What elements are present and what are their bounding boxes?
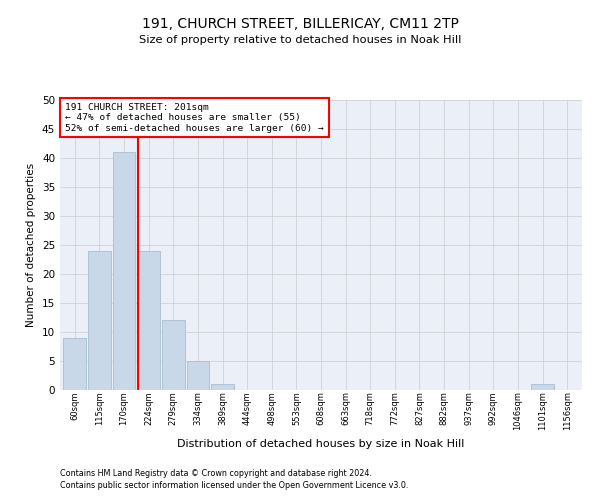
Bar: [162, 320, 185, 390]
Text: Contains public sector information licensed under the Open Government Licence v3: Contains public sector information licen…: [60, 481, 409, 490]
Bar: [88, 251, 111, 390]
Bar: [531, 384, 554, 390]
Bar: [113, 152, 136, 390]
Bar: [187, 361, 209, 390]
Bar: [211, 384, 234, 390]
Text: Size of property relative to detached houses in Noak Hill: Size of property relative to detached ho…: [139, 35, 461, 45]
Bar: [137, 251, 160, 390]
X-axis label: Distribution of detached houses by size in Noak Hill: Distribution of detached houses by size …: [178, 438, 464, 448]
Y-axis label: Number of detached properties: Number of detached properties: [26, 163, 37, 327]
Text: 191, CHURCH STREET, BILLERICAY, CM11 2TP: 191, CHURCH STREET, BILLERICAY, CM11 2TP: [142, 18, 458, 32]
Bar: [64, 338, 86, 390]
Text: 191 CHURCH STREET: 201sqm
← 47% of detached houses are smaller (55)
52% of semi-: 191 CHURCH STREET: 201sqm ← 47% of detac…: [65, 103, 324, 132]
Text: Contains HM Land Registry data © Crown copyright and database right 2024.: Contains HM Land Registry data © Crown c…: [60, 468, 372, 477]
